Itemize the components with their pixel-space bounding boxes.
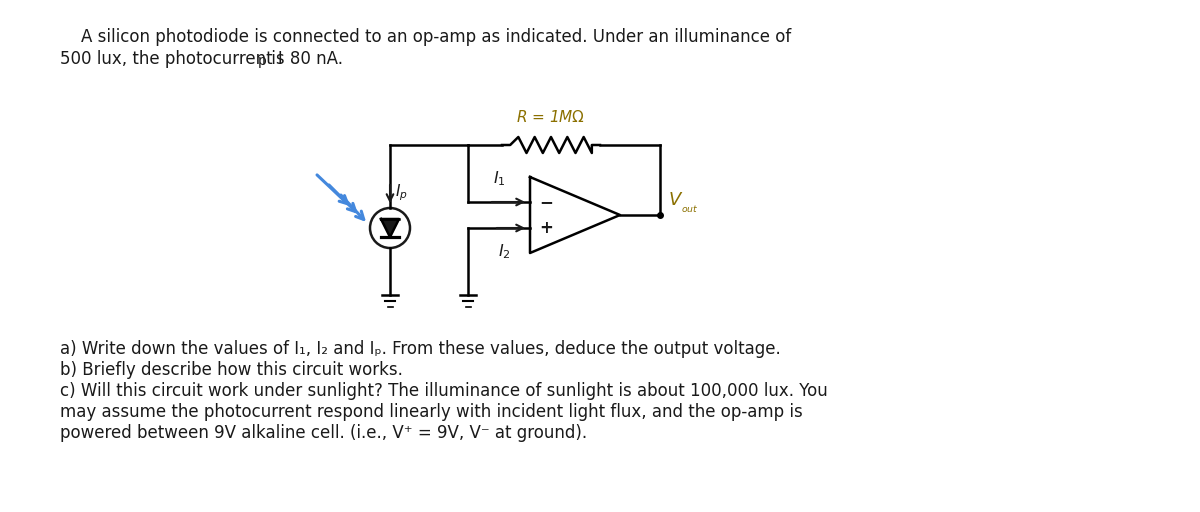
Text: $R$ = 1M$\Omega$: $R$ = 1M$\Omega$ (516, 109, 586, 125)
Text: $I_p$: $I_p$ (395, 183, 408, 203)
Text: p: p (258, 54, 266, 68)
Text: 500 lux, the photocurrent I: 500 lux, the photocurrent I (60, 50, 283, 68)
Text: +: + (539, 219, 553, 237)
Text: is 80 nA.: is 80 nA. (266, 50, 343, 68)
Text: $I_2$: $I_2$ (498, 242, 510, 261)
Text: $V$: $V$ (668, 191, 683, 209)
Text: c) Will this circuit work under sunlight? The illuminance of sunlight is about 1: c) Will this circuit work under sunlight… (60, 382, 828, 400)
Text: $I_1$: $I_1$ (493, 169, 505, 188)
Text: −: − (539, 193, 553, 211)
Text: powered between 9V alkaline cell. (i.e., V⁺ = 9V, V⁻ at ground).: powered between 9V alkaline cell. (i.e.,… (60, 424, 587, 442)
Text: may assume the photocurrent respond linearly with incident light flux, and the o: may assume the photocurrent respond line… (60, 403, 803, 421)
Text: A silicon photodiode is connected to an op-amp as indicated. Under an illuminanc: A silicon photodiode is connected to an … (60, 28, 791, 46)
Text: a) Write down the values of I₁, I₂ and Iₚ. From these values, deduce the output : a) Write down the values of I₁, I₂ and I… (60, 340, 781, 358)
Text: b) Briefly describe how this circuit works.: b) Briefly describe how this circuit wor… (60, 361, 403, 379)
Polygon shape (382, 219, 398, 237)
Text: $_{out}$: $_{out}$ (682, 202, 698, 215)
